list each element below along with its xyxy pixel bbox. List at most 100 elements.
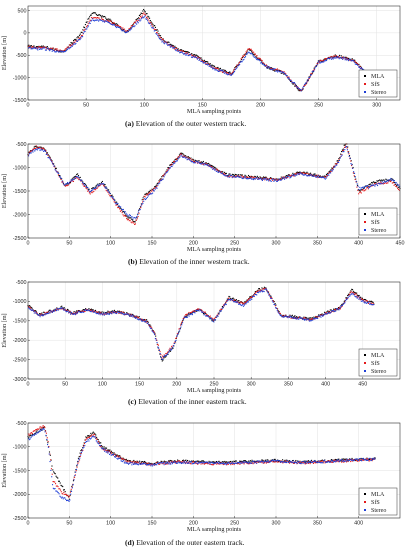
data-point <box>74 476 76 478</box>
data-point <box>96 311 98 313</box>
data-point <box>64 48 66 50</box>
data-point <box>115 312 117 314</box>
data-point <box>120 206 122 208</box>
series-stereo <box>28 15 383 92</box>
data-point <box>323 58 325 60</box>
data-point <box>55 48 57 50</box>
data-point <box>126 313 128 315</box>
data-point <box>160 356 162 358</box>
data-point <box>341 461 343 463</box>
data-point <box>211 64 213 66</box>
data-point <box>125 31 128 33</box>
data-point <box>43 426 46 428</box>
data-point <box>164 461 166 463</box>
data-point <box>76 176 78 178</box>
data-point <box>244 174 246 176</box>
data-point <box>147 15 149 17</box>
data-point <box>249 296 251 298</box>
data-point <box>87 18 89 20</box>
data-point <box>138 317 140 319</box>
data-point <box>29 435 31 437</box>
data-point <box>347 152 349 154</box>
data-point <box>211 166 213 168</box>
data-point <box>298 88 301 90</box>
data-point <box>251 462 253 464</box>
data-point <box>219 170 221 172</box>
data-point <box>275 179 277 181</box>
data-point <box>290 79 292 81</box>
data-point <box>203 60 205 62</box>
data-point <box>298 173 300 176</box>
data-point <box>324 57 326 60</box>
data-point <box>216 170 218 172</box>
data-point <box>251 53 253 55</box>
data-point <box>275 304 277 306</box>
data-point <box>80 36 82 38</box>
data-point <box>343 57 345 59</box>
data-point <box>316 316 318 318</box>
data-point <box>252 51 254 53</box>
data-point <box>177 157 179 159</box>
data-point <box>80 451 83 454</box>
x-tick-label: 100 <box>98 382 107 388</box>
data-point <box>132 462 134 464</box>
data-point <box>303 85 305 87</box>
data-point <box>307 80 309 82</box>
data-point <box>357 189 359 191</box>
data-point <box>333 56 335 58</box>
data-point <box>116 202 118 204</box>
data-point <box>101 19 103 22</box>
data-point <box>365 299 367 301</box>
data-point <box>100 447 102 449</box>
data-point <box>57 174 59 176</box>
data-point <box>307 172 309 175</box>
data-point <box>206 62 208 65</box>
data-point <box>53 165 55 167</box>
data-point <box>236 300 239 303</box>
data-point <box>96 17 98 19</box>
data-point <box>259 178 261 180</box>
data-point <box>364 185 366 188</box>
data-point <box>160 179 162 181</box>
data-point <box>249 297 251 299</box>
data-point <box>173 343 175 345</box>
data-point <box>181 320 183 322</box>
x-tick-label: 300 <box>272 241 281 247</box>
data-point <box>238 176 240 178</box>
data-point <box>283 316 285 318</box>
data-point <box>193 310 195 312</box>
data-point <box>27 307 30 309</box>
data-point <box>196 309 198 311</box>
data-point <box>151 193 153 195</box>
data-point <box>282 72 285 74</box>
data-point <box>294 83 296 85</box>
data-point <box>29 151 31 154</box>
data-point <box>32 434 35 436</box>
data-point <box>200 311 203 313</box>
data-point <box>93 432 95 434</box>
data-point <box>384 181 387 183</box>
data-point <box>28 47 30 49</box>
data-point <box>122 457 124 459</box>
data-point <box>157 344 159 346</box>
data-point <box>277 461 280 463</box>
data-point <box>211 66 213 68</box>
data-point <box>370 184 372 187</box>
data-point <box>256 290 258 292</box>
data-point <box>113 312 115 314</box>
data-point <box>38 314 40 316</box>
data-point <box>159 35 161 37</box>
data-point <box>52 47 54 49</box>
data-point <box>268 180 270 182</box>
data-point <box>229 299 231 301</box>
data-point <box>141 204 143 206</box>
data-point <box>109 449 111 451</box>
data-point <box>322 460 324 462</box>
data-point <box>62 493 64 495</box>
data-point <box>48 49 50 51</box>
data-point <box>317 61 319 63</box>
data-point <box>316 176 318 178</box>
data-point <box>134 461 137 463</box>
data-point <box>158 349 161 351</box>
data-point <box>88 22 90 24</box>
